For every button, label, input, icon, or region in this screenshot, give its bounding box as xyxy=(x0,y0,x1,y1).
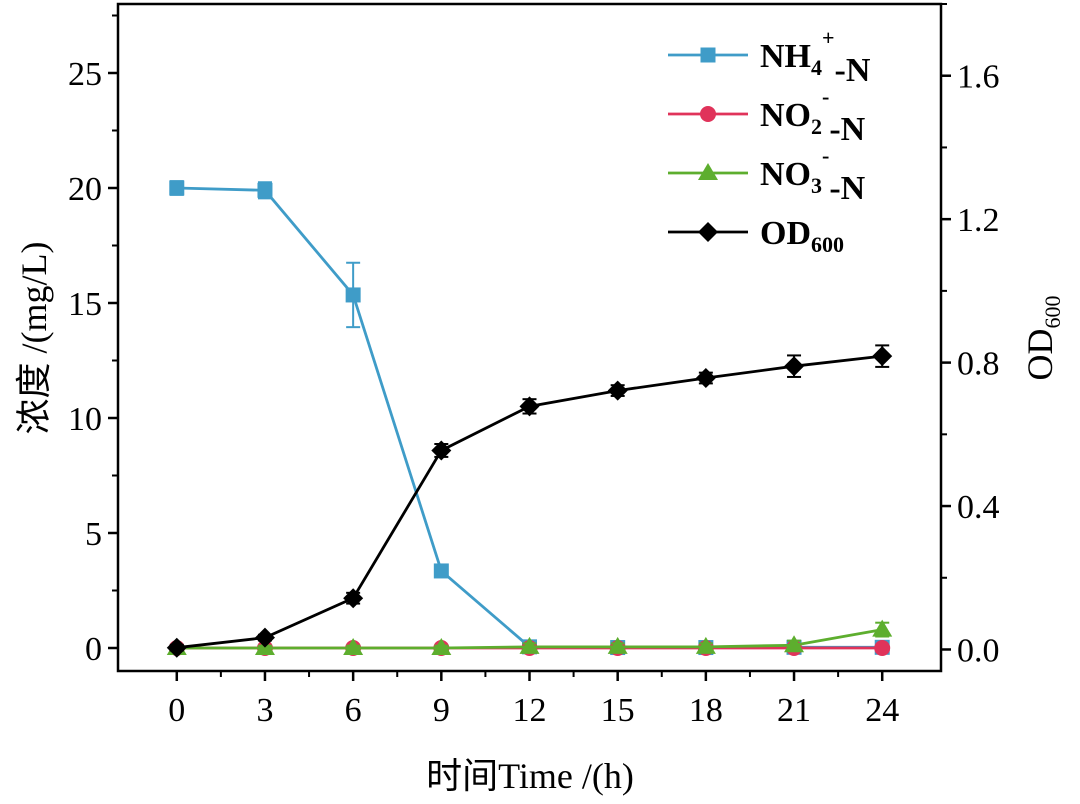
data-point xyxy=(872,346,893,367)
data-point xyxy=(607,380,628,401)
x-tick-label: 15 xyxy=(601,692,635,729)
y-right-tick-label: 0.0 xyxy=(957,632,1000,669)
data-point xyxy=(433,563,449,579)
y-left-tick-label: 25 xyxy=(68,56,102,93)
x-tick-label: 3 xyxy=(256,692,273,729)
data-point xyxy=(343,638,364,655)
series-line xyxy=(176,186,883,649)
legend-entry: NO3--N xyxy=(668,143,866,207)
x-axis-title: 时间Time /(h) xyxy=(426,756,634,796)
legend-label-tail: -N xyxy=(835,52,871,89)
data-point xyxy=(343,588,364,609)
y-right-tick-label: 1.6 xyxy=(957,59,1000,96)
legend-label: NO3--N xyxy=(760,143,866,207)
legend-label: NH4+-N xyxy=(760,25,871,89)
y-left-tick-label: 15 xyxy=(68,286,102,323)
data-point xyxy=(607,636,628,654)
legend-marker xyxy=(700,106,716,122)
data-point xyxy=(345,287,361,303)
legend-label: NO2--N xyxy=(760,84,866,148)
legend-label-tail: -N xyxy=(829,111,865,148)
legend-label-sub: 3 xyxy=(811,173,822,198)
y-axis-title-right-sub: 600 xyxy=(1040,296,1065,329)
legend-entry: NH4+-N xyxy=(668,25,871,89)
y-right-tick-label: 1.2 xyxy=(957,202,1000,239)
legend-label: OD600 xyxy=(760,215,844,257)
series-3 xyxy=(166,344,893,658)
y-right-tick-label: 0.8 xyxy=(957,346,1000,383)
data-point xyxy=(784,635,805,653)
data-point xyxy=(431,440,452,461)
series-layer xyxy=(166,180,893,658)
y-axis-title-right: OD600 xyxy=(1020,296,1065,381)
data-point xyxy=(872,619,893,637)
data-point xyxy=(431,638,452,655)
data-point xyxy=(166,637,187,658)
legend-label-sub: 4 xyxy=(811,55,822,80)
y-axis-title-left: 浓度 /(mg/L) xyxy=(14,242,54,435)
plot-frame xyxy=(116,2,943,673)
series-2 xyxy=(166,619,893,655)
data-point xyxy=(254,627,275,648)
x-tick-label: 0 xyxy=(168,692,185,729)
legend-marker xyxy=(700,47,716,63)
x-tick-label: 12 xyxy=(513,692,547,729)
y-left-tick-label: 10 xyxy=(68,401,102,438)
legend-label-sub: 2 xyxy=(811,114,822,139)
x-tick-label: 21 xyxy=(777,692,811,729)
y-left-tick-label: 0 xyxy=(85,631,102,668)
legend-entry: OD600 xyxy=(668,215,844,257)
x-tick-label: 24 xyxy=(865,692,899,729)
legend-label-base: NO xyxy=(760,97,811,134)
data-point xyxy=(519,396,540,417)
legend-label-base: OD xyxy=(760,215,811,252)
legend-label-tail: -N xyxy=(829,170,865,207)
data-point xyxy=(519,636,540,654)
data-point xyxy=(695,636,716,654)
data-point xyxy=(874,640,891,656)
legend-label-sup: - xyxy=(822,84,829,109)
data-point xyxy=(695,368,716,389)
legend-marker xyxy=(698,222,718,242)
y-axis-title-right-base: OD xyxy=(1020,329,1060,381)
legend-label-sub: 600 xyxy=(811,232,844,257)
legend-label-base: NH xyxy=(760,38,811,75)
y-left-tick-label: 5 xyxy=(85,516,102,553)
x-tick-label: 9 xyxy=(433,692,450,729)
legend-label-base: NO xyxy=(760,156,811,193)
legend-label-sup: + xyxy=(822,25,835,50)
y-right-tick-label: 0.4 xyxy=(957,489,1000,526)
legend-label-sup: - xyxy=(822,143,829,168)
x-tick-label: 18 xyxy=(689,692,723,729)
data-point xyxy=(257,182,273,198)
y-left-tick-label: 20 xyxy=(68,171,102,208)
x-tick-label: 6 xyxy=(345,692,362,729)
legend-marker xyxy=(698,163,718,180)
data-point xyxy=(169,180,185,196)
legend-entry: NO2--N xyxy=(668,84,866,148)
data-point xyxy=(784,356,805,377)
